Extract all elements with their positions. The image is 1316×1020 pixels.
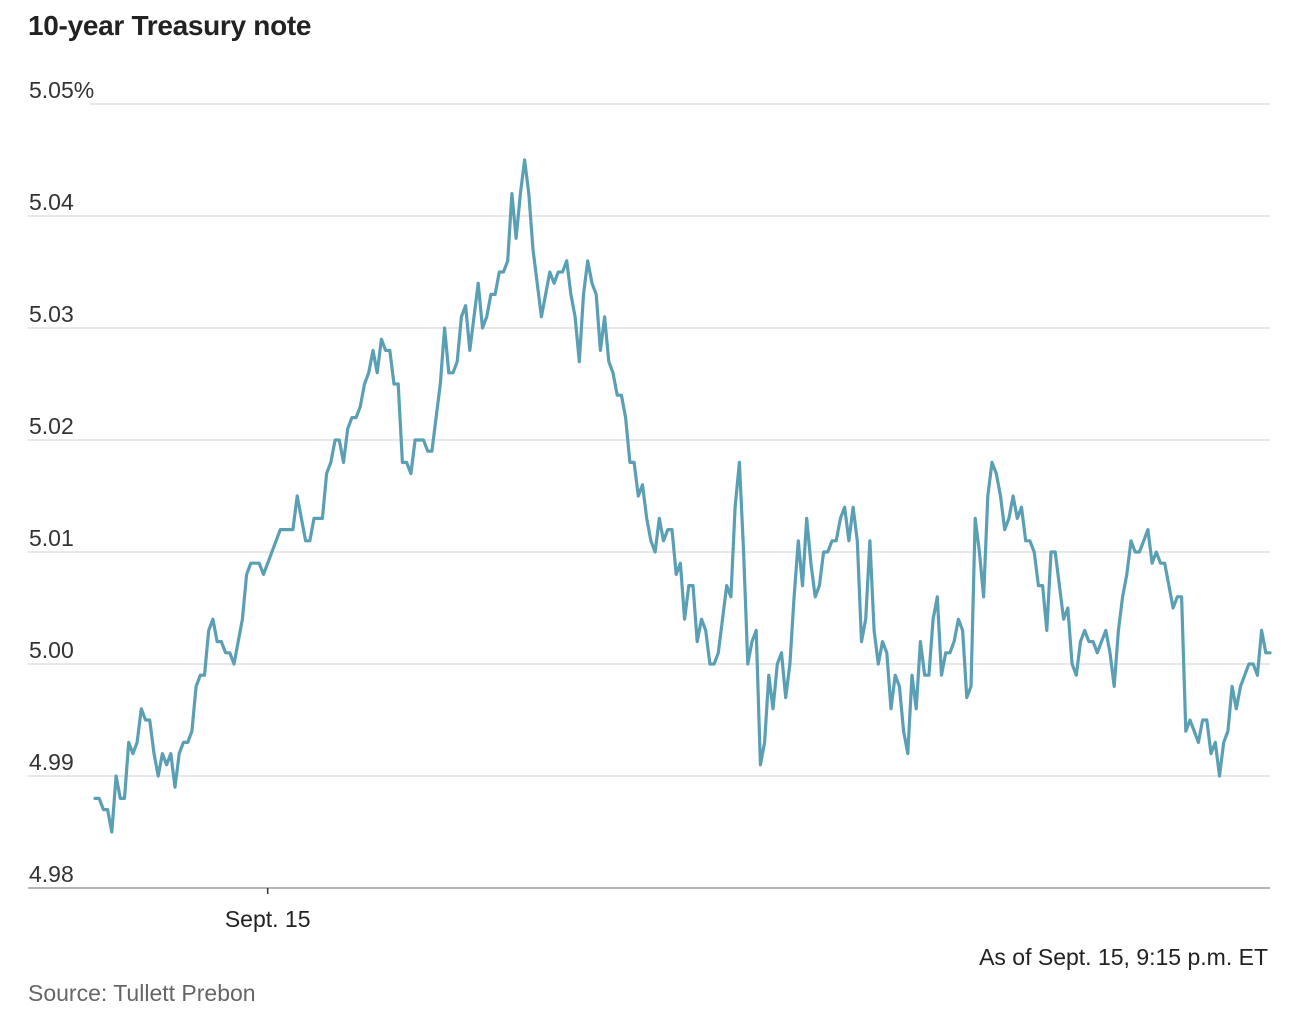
y-tick-label: 5.03	[29, 301, 74, 327]
y-tick-label: 5.00	[29, 637, 74, 663]
y-tick-label: 5.04	[29, 189, 74, 215]
line-chart: 5.05% 5.04 5.03 5.02 5.01 5.00 4.99 4.98 Sept. …	[28, 77, 1272, 932]
x-axis: Sept. 15	[225, 888, 311, 932]
y-axis-tick-labels: 5.05% 5.04 5.03 5.02 5.01 5.00 4.99 4.98	[29, 77, 94, 887]
y-tick-label: 5.02	[29, 413, 74, 439]
y-tick-label: 4.98	[29, 861, 74, 887]
y-tick-label: 5.01	[29, 525, 74, 551]
series-layer	[93, 158, 1272, 834]
chart-title: 10-year Treasury note	[28, 10, 312, 41]
series-line	[93, 158, 1272, 834]
gridlines	[28, 103, 1270, 889]
source-note: Source: Tullett Prebon	[28, 980, 256, 1006]
x-tick-label: Sept. 15	[225, 906, 311, 932]
y-tick-label: 5.05%	[29, 77, 94, 103]
y-tick-label: 4.99	[29, 749, 74, 775]
as-of-note: As of Sept. 15, 9:15 p.m. ET	[979, 944, 1268, 970]
